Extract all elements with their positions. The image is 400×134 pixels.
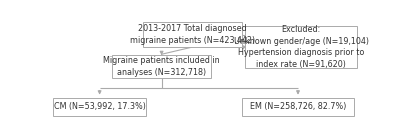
FancyBboxPatch shape (143, 22, 242, 47)
FancyBboxPatch shape (112, 55, 211, 78)
Text: EM (N=258,726, 82.7%): EM (N=258,726, 82.7%) (250, 102, 346, 111)
Text: 2013-2017 Total diagnosed
migraine patients (N=423,442): 2013-2017 Total diagnosed migraine patie… (130, 24, 255, 45)
FancyBboxPatch shape (242, 98, 354, 116)
Text: Migraine patients included in
analyses (N=312,718): Migraine patients included in analyses (… (103, 56, 220, 77)
FancyBboxPatch shape (53, 98, 146, 116)
Text: Excluded:
Unknown gender/age (N=19,104)
Hypertension diagnosis prior to
index ra: Excluded: Unknown gender/age (N=19,104) … (234, 25, 369, 69)
FancyBboxPatch shape (245, 26, 357, 68)
Text: CM (N=53,992, 17.3%): CM (N=53,992, 17.3%) (54, 102, 146, 111)
